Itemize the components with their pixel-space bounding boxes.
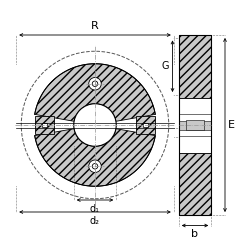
Bar [136,116,155,134]
Bar [179,120,211,130]
Bar [179,98,211,152]
Text: E: E [228,120,235,130]
Bar [42,123,46,127]
Bar [179,152,211,215]
Circle shape [92,81,98,86]
Text: d₂: d₂ [90,216,100,226]
Bar [179,35,211,98]
Polygon shape [35,129,155,186]
Circle shape [74,104,116,146]
Text: R: R [91,20,99,30]
Text: b: b [192,229,198,239]
Circle shape [89,160,101,172]
Text: d₁: d₁ [90,204,100,214]
Bar [144,123,148,127]
Polygon shape [35,64,155,121]
Circle shape [89,78,101,90]
Bar [179,35,211,215]
Bar [35,116,54,134]
Circle shape [92,164,98,169]
Bar [186,120,204,130]
Text: G: G [184,127,192,137]
Text: G: G [162,61,170,71]
